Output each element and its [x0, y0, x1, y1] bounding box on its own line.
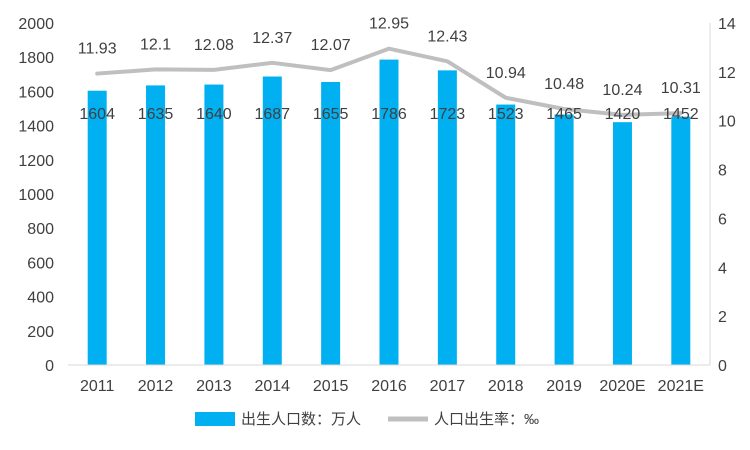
left-axis-tick-label: 1200 [18, 153, 54, 170]
right-axis-tick-label: 12 [718, 65, 736, 82]
x-axis-tick-label: 2014 [254, 378, 290, 395]
right-axis-tick-label: 8 [718, 163, 727, 180]
x-axis-tick-label: 2017 [430, 378, 466, 395]
bar-data-label: 1723 [430, 106, 466, 123]
bar [612, 122, 632, 366]
right-axis: 0 2 4 6 8 10 12 14 [718, 16, 736, 375]
rate-line [95, 46, 683, 117]
line-data-label: 12.08 [194, 37, 234, 54]
line-data-label: 10.48 [544, 76, 584, 93]
left-axis-tick-label: 600 [27, 255, 54, 272]
bar-data-label: 1465 [546, 106, 582, 123]
legend-bar-label: 出生人口数：万人 [241, 411, 361, 428]
left-axis-tick-label: 200 [27, 324, 54, 341]
left-axis: 0 200 400 600 800 1000 1200 1400 1600 1800 2000 [18, 16, 54, 375]
x-axis-tick-label: 2021E [658, 378, 704, 395]
line-data-labels: 11.93 12.1 12.08 12.37 12.07 12.95 12.43 10.94 1… [78, 16, 701, 99]
bar [671, 116, 691, 365]
legend-line-label: 人口出生率：‰ [434, 411, 539, 428]
line-data-label: 12.1 [140, 36, 171, 53]
line-data-label: 12.37 [252, 30, 292, 47]
x-axis-tick-label: 2012 [138, 378, 174, 395]
right-axis-tick-label: 2 [718, 309, 727, 326]
bar [146, 85, 166, 365]
line-data-label: 10.24 [602, 82, 642, 99]
bar-data-label: 1523 [488, 106, 524, 123]
line-data-label: 12.95 [369, 16, 409, 33]
right-axis-tick-label: 4 [718, 260, 727, 277]
x-axis-tick-label: 2013 [196, 378, 232, 395]
right-axis-tick-label: 6 [718, 211, 727, 228]
left-axis-tick-label: 800 [27, 221, 54, 238]
x-axis-tick-label: 2019 [546, 378, 582, 395]
left-axis-tick-label: 1600 [18, 84, 54, 101]
bar [262, 76, 282, 365]
line-data-label: 11.93 [78, 41, 117, 58]
x-axis: 2011 2012 2013 2014 2015 2016 2017 2018 2019 2020… [80, 378, 704, 395]
bar [437, 70, 457, 365]
bar-data-label: 1786 [371, 106, 407, 123]
bar-data-label: 1687 [254, 106, 290, 123]
line-data-label: 10.94 [486, 65, 526, 82]
legend-bar-swatch [195, 412, 235, 426]
bar [379, 59, 399, 366]
left-axis-tick-label: 400 [27, 290, 54, 307]
bar [554, 114, 574, 365]
legend: 出生人口数：万人 人口出生率：‰ [195, 411, 539, 428]
bar [204, 84, 224, 365]
line-series [95, 46, 683, 117]
bar-data-label: 1635 [138, 106, 174, 123]
left-axis-tick-label: 1000 [18, 187, 54, 204]
bar-series [87, 59, 691, 366]
bar [496, 104, 516, 365]
x-axis-tick-label: 2015 [313, 378, 349, 395]
x-axis-tick-label: 2018 [488, 378, 524, 395]
left-axis-tick-label: 2000 [18, 16, 54, 33]
left-axis-tick-label: 0 [45, 358, 54, 375]
x-axis-tick-label: 2020E [599, 378, 645, 395]
x-axis-tick-label: 2016 [371, 378, 407, 395]
x-axis-tick-label: 2011 [80, 378, 115, 395]
right-axis-tick-label: 0 [718, 358, 727, 375]
bar-data-label: 1655 [313, 106, 349, 123]
bar-data-label: 1452 [663, 106, 699, 123]
bar-data-label: 1420 [605, 106, 641, 123]
bar-data-label: 1640 [196, 106, 232, 123]
bar [87, 90, 107, 365]
line-data-label: 10.31 [661, 80, 701, 97]
right-axis-tick-label: 14 [718, 16, 736, 33]
bar-data-label: 1604 [79, 106, 115, 123]
right-axis-tick-label: 10 [718, 114, 736, 131]
line-data-label: 12.43 [427, 28, 467, 45]
bar [321, 81, 341, 366]
bar-data-labels: 1604 1635 1640 1687 1655 1786 1723 1523 1465 1420… [79, 106, 698, 123]
line-data-label: 12.07 [311, 37, 351, 54]
left-axis-tick-label: 1400 [18, 119, 54, 136]
left-axis-tick-label: 1800 [18, 50, 54, 67]
